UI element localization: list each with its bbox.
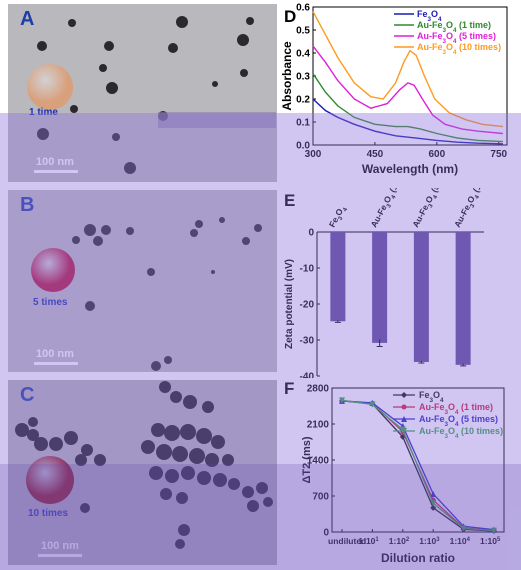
chart-e-ytick-label-1: -10 xyxy=(300,264,315,275)
chart-f-series-2 xyxy=(341,400,495,531)
chart-d-ytick-label-1: 0.1 xyxy=(296,118,310,129)
chart-f-xtick-label-4: 1:104 xyxy=(450,536,471,546)
chart-d-legend-0: Fe3O4 xyxy=(417,9,442,23)
chart-f-point-0-3 xyxy=(430,504,437,511)
chart-e-bar-2 xyxy=(413,232,429,362)
chart-e-category-0: Fe3O4 xyxy=(327,203,350,230)
chart-f-ylabel: ΔT2 (ms) xyxy=(301,436,313,483)
panel-letter-a: A xyxy=(20,8,35,30)
chart-f-point-3-0 xyxy=(339,397,345,404)
tem-image-a xyxy=(37,16,276,174)
chart-f-point-3-4 xyxy=(460,525,467,532)
chart-e-category-3: Au-Fe3O4 (10 times) xyxy=(452,188,501,230)
chart-f-ytick-label-4: 2800 xyxy=(307,384,330,395)
scale-text-c: 100 nm xyxy=(41,540,79,552)
tem-panel-a: A 1 time 100 nm xyxy=(8,4,277,182)
chart-f-point-3-1 xyxy=(369,401,376,408)
chart-d-ytick-label-6: 0.6 xyxy=(296,3,310,14)
chart-f-point-2-3 xyxy=(430,490,437,497)
chart-e-category-2: Au-Fe3O4 (5 times) xyxy=(410,188,457,230)
chart-f-xtick-label-0: undiluted xyxy=(328,536,366,546)
vial-label-a: 1 time xyxy=(29,107,58,118)
tem-image-b xyxy=(72,217,262,371)
vial-label-b: 5 times xyxy=(33,297,68,308)
chart-d-ylabel: Absorbance xyxy=(280,41,294,111)
chart-d-series-0 xyxy=(312,98,503,145)
chart-f-legend-marker-3 xyxy=(401,428,407,434)
chart-d-letter: D xyxy=(284,7,296,26)
chart-d-legend-1: Au-Fe3O4 (1 time) xyxy=(417,20,491,34)
chart-e-ytick-label-4: -40 xyxy=(300,372,315,379)
chart-d-xtick-label-2: 600 xyxy=(428,149,445,160)
chart-e-category-1: Au-Fe3O4 (1 time) xyxy=(369,188,413,230)
chart-d-series-2 xyxy=(312,45,503,135)
tem-panel-c: C 10 times 100 nm xyxy=(8,380,277,565)
chart-f-ytick-label-1: 700 xyxy=(312,492,329,503)
chart-f-legend-marker-2 xyxy=(401,416,407,422)
chart-d-legend-2: Au-Fe3O4 (5 times) xyxy=(417,31,496,45)
chart-e-zeta: E 0 -10 -20 -30 -40 Zeta potential (mV) Fe3O4 Au… xyxy=(284,188,501,379)
chart-e-ytick-label-0: 0 xyxy=(308,228,314,239)
chart-e-ylabel: Zeta potential (mV) xyxy=(284,259,295,349)
chart-d-xlabel: Wavelength (nm) xyxy=(362,162,458,176)
chart-d-series-3 xyxy=(312,11,503,128)
scale-bar-a xyxy=(34,170,78,173)
panel-letter-b: B xyxy=(20,194,35,216)
chart-f-legend-3: Au-Fe3O4 (10 times) xyxy=(419,426,503,440)
chart-d-absorbance: D 300 450 600 750 0.0 0.1 0.2 0.3 0.4 0.5 0.6 Wavele… xyxy=(280,3,508,177)
chart-d-ytick-label-3: 0.3 xyxy=(296,72,310,83)
vial-a xyxy=(27,64,73,110)
chart-f-xtick-label-5: 1:105 xyxy=(480,536,501,546)
chart-e-bar-1 xyxy=(372,232,388,343)
chart-d-ytick-label-2: 0.2 xyxy=(296,95,310,106)
chart-f-ytick-label-2: 1400 xyxy=(307,456,330,467)
chart-f-ytick-label-3: 2100 xyxy=(307,420,330,431)
chart-f-series-3 xyxy=(341,399,495,532)
tem-image-c xyxy=(15,381,273,549)
scale-bar-c xyxy=(38,554,82,557)
chart-d-ytick-label-5: 0.5 xyxy=(296,26,310,37)
scale-bar-b xyxy=(34,362,78,365)
chart-e-bar-3 xyxy=(455,232,471,365)
chart-d-xtick-label-3: 750 xyxy=(490,149,507,160)
chart-f-legend-marker-1 xyxy=(401,404,407,410)
chart-e-letter: E xyxy=(284,191,295,210)
panel-letter-c: C xyxy=(20,384,35,406)
chart-f-point-3-5 xyxy=(491,527,497,534)
chart-d-ytick-label-4: 0.4 xyxy=(296,49,310,60)
chart-e-ytick-label-3: -30 xyxy=(300,336,315,347)
chart-f-letter: F xyxy=(284,379,294,398)
chart-f-xtick-label-2: 1:102 xyxy=(389,536,410,546)
chart-d-legend-3: Au-Fe3O4 (10 times) xyxy=(417,42,501,56)
scale-text-b: 100 nm xyxy=(36,348,74,360)
chart-e-ytick-label-2: -20 xyxy=(300,300,315,311)
chart-f-xtick-label-3: 1:103 xyxy=(419,536,440,546)
chart-d-xtick-label-1: 450 xyxy=(367,149,384,160)
vial-b xyxy=(31,248,75,292)
chart-e-bar-0 xyxy=(330,232,346,322)
chart-f-point-3-3 xyxy=(430,500,437,507)
chart-f-ytick-label-0: 0 xyxy=(323,528,329,539)
scale-text-a: 100 nm xyxy=(36,156,74,168)
chart-f-xlabel: Dilution ratio xyxy=(381,551,455,565)
chart-f-xtick-label-1: 1:101 xyxy=(358,536,379,546)
chart-d-series-1 xyxy=(312,73,503,143)
vial-label-c: 10 times xyxy=(28,508,69,519)
vial-c xyxy=(26,456,74,504)
chart-f-legend-0: Fe3O4 xyxy=(419,390,444,404)
tem-panel-b: B 5 times 100 nm xyxy=(8,190,277,372)
chart-f-legend-marker-0 xyxy=(401,392,407,398)
chart-d-ytick-label-0: 0.0 xyxy=(296,141,310,152)
chart-f-legend-2: Au-Fe3O4 (5 times) xyxy=(419,414,498,428)
chart-f-legend-1: Au-Fe3O4 (1 time) xyxy=(419,402,493,416)
chart-d-xtick-label-0: 300 xyxy=(305,149,322,160)
